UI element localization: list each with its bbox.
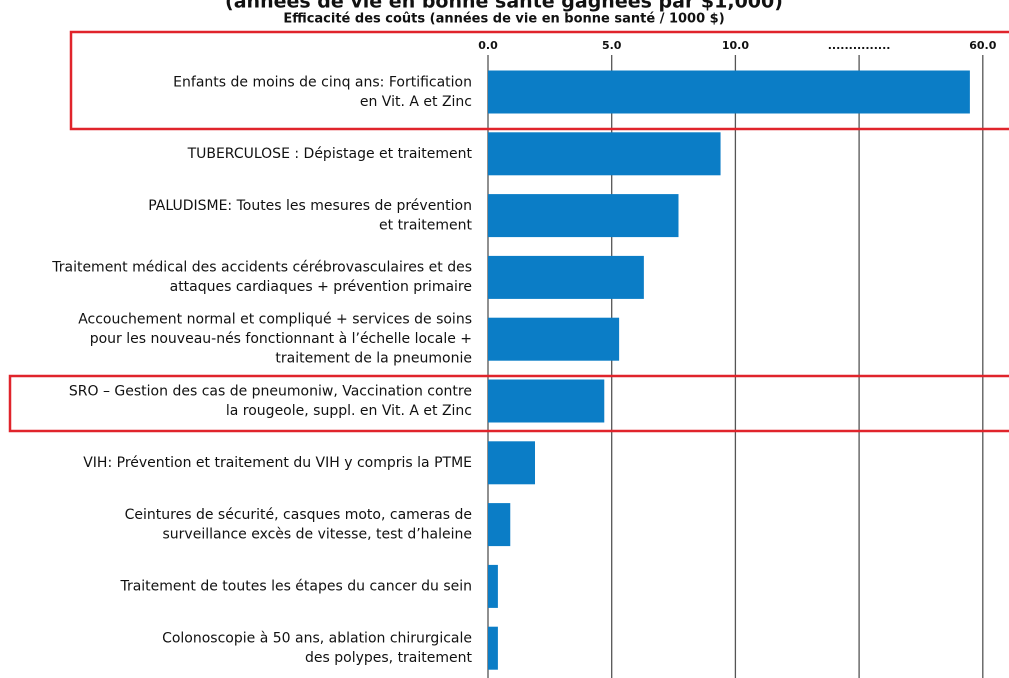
bar (488, 132, 721, 176)
chart-title: (années de vie en bonne santé gagnées pa… (225, 0, 783, 13)
category-label: la rougeole, suppl. en Vit. A et Zinc (226, 403, 472, 419)
bar (488, 626, 498, 670)
category-label: traitement de la pneumonie (275, 351, 472, 367)
category-label: pour les nouveau-nés fonctionnant à l’éc… (90, 331, 472, 347)
bar (488, 194, 679, 238)
chart-subtitle: Efficacité des coûts (années de vie en b… (283, 12, 724, 27)
bar (488, 503, 511, 547)
category-label: Ceintures de sécurité, casques moto, cam… (125, 507, 472, 523)
category-label: PALUDISME: Toutes les mesures de prévent… (148, 198, 472, 214)
highlight-box (8, 374, 1009, 433)
bar (488, 255, 644, 299)
bar (488, 441, 536, 485)
category-label: TUBERCULOSE : Dépistage et traitement (187, 146, 473, 162)
x-tick-label: 10.0 (722, 39, 749, 52)
category-label: des polypes, traitement (305, 650, 473, 666)
category-label: attaques cardiaques + prévention primair… (170, 279, 472, 295)
category-label: Enfants de moins de cinq ans: Fortificat… (173, 74, 472, 90)
x-tick-label: 0.0 (478, 39, 498, 52)
category-label: Traitement médical des accidents cérébro… (51, 260, 472, 276)
highlight-box (69, 30, 1009, 131)
category-label: SRO – Gestion des cas de pneumoniw, Vacc… (69, 383, 472, 399)
labels: Enfants de moins de cinq ans: Fortificat… (51, 74, 472, 666)
category-label: en Vit. A et Zinc (360, 94, 472, 110)
bar (488, 379, 605, 423)
bars (488, 70, 970, 670)
category-label: Accouchement normal et compliqué + servi… (78, 312, 472, 328)
category-label: et traitement (379, 217, 472, 233)
bar (488, 317, 620, 361)
category-label: VIH: Prévention et traitement du VIH y c… (83, 455, 472, 471)
x-tick-label: 5.0 (602, 39, 622, 52)
x-tick-label: ............... (828, 39, 891, 52)
bar (488, 564, 498, 608)
category-label: Colonoscopie à 50 ans, ablation chirurgi… (162, 630, 472, 646)
x-tick-label: 60.0 (969, 39, 996, 52)
bar (488, 70, 970, 114)
category-label: Traitement de toutes les étapes du cance… (119, 578, 472, 594)
category-label: surveillance excès de vitesse, test d’ha… (163, 526, 473, 542)
